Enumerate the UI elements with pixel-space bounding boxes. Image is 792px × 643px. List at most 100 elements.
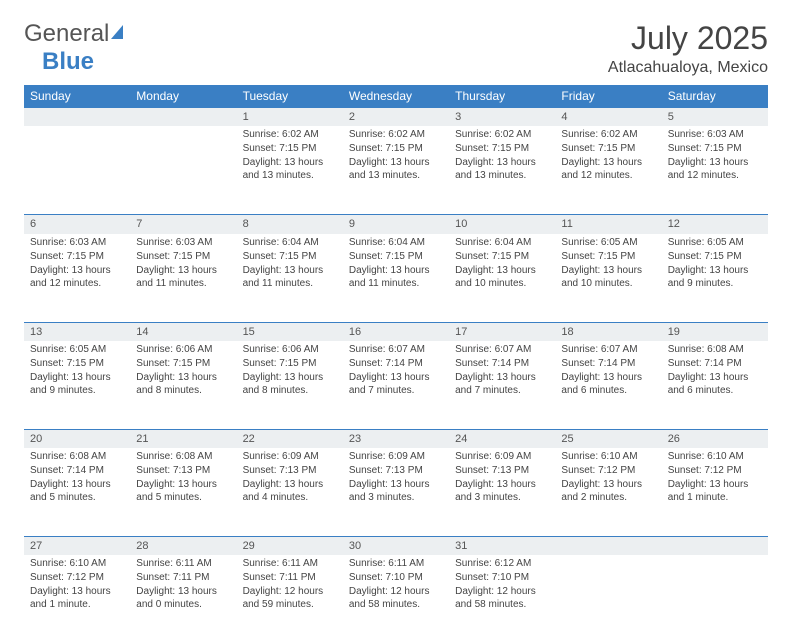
calendar-cell: Sunrise: 6:05 AMSunset: 7:15 PMDaylight:… — [555, 234, 661, 322]
calendar-cell: Sunrise: 6:11 AMSunset: 7:10 PMDaylight:… — [343, 555, 449, 643]
day-number: 11 — [555, 214, 661, 233]
sunrise-text: Sunrise: 6:04 AM — [243, 236, 337, 249]
sunset-text: Sunset: 7:10 PM — [349, 571, 443, 584]
day-details: Sunrise: 6:04 AMSunset: 7:15 PMDaylight:… — [449, 234, 555, 297]
day-details: Sunrise: 6:05 AMSunset: 7:15 PMDaylight:… — [662, 234, 768, 297]
day-details: Sunrise: 6:05 AMSunset: 7:15 PMDaylight:… — [24, 341, 130, 404]
daylight-text: Daylight: 13 hours and 12 minutes. — [561, 156, 655, 182]
logo-sail-icon — [109, 20, 129, 48]
weekday-header: Thursday — [449, 85, 555, 107]
calendar-cell: Sunrise: 6:05 AMSunset: 7:15 PMDaylight:… — [662, 234, 768, 322]
day-details: Sunrise: 6:03 AMSunset: 7:15 PMDaylight:… — [662, 126, 768, 189]
day-number: 28 — [130, 536, 236, 555]
calendar-daynum-row: 13141516171819 — [24, 322, 768, 341]
sunrise-text: Sunrise: 6:06 AM — [243, 343, 337, 356]
day-details: Sunrise: 6:10 AMSunset: 7:12 PMDaylight:… — [662, 448, 768, 511]
calendar-cell: Sunrise: 6:10 AMSunset: 7:12 PMDaylight:… — [662, 448, 768, 536]
calendar-cell — [130, 126, 236, 214]
sunset-text: Sunset: 7:15 PM — [243, 357, 337, 370]
calendar-cell: Sunrise: 6:07 AMSunset: 7:14 PMDaylight:… — [555, 341, 661, 429]
calendar-cell — [555, 555, 661, 643]
calendar-cell: Sunrise: 6:12 AMSunset: 7:10 PMDaylight:… — [449, 555, 555, 643]
sunrise-text: Sunrise: 6:03 AM — [30, 236, 124, 249]
day-details: Sunrise: 6:04 AMSunset: 7:15 PMDaylight:… — [343, 234, 449, 297]
sunset-text: Sunset: 7:15 PM — [30, 250, 124, 263]
sunset-text: Sunset: 7:15 PM — [30, 357, 124, 370]
sunrise-text: Sunrise: 6:07 AM — [455, 343, 549, 356]
daylight-text: Daylight: 13 hours and 12 minutes. — [30, 264, 124, 290]
sunset-text: Sunset: 7:15 PM — [561, 250, 655, 263]
sunset-text: Sunset: 7:10 PM — [455, 571, 549, 584]
daylight-text: Daylight: 13 hours and 5 minutes. — [30, 478, 124, 504]
daylight-text: Daylight: 13 hours and 8 minutes. — [136, 371, 230, 397]
sunrise-text: Sunrise: 6:06 AM — [136, 343, 230, 356]
sunset-text: Sunset: 7:13 PM — [243, 464, 337, 477]
calendar-cell: Sunrise: 6:09 AMSunset: 7:13 PMDaylight:… — [237, 448, 343, 536]
daylight-text: Daylight: 13 hours and 13 minutes. — [349, 156, 443, 182]
calendar-cell: Sunrise: 6:04 AMSunset: 7:15 PMDaylight:… — [237, 234, 343, 322]
sunset-text: Sunset: 7:14 PM — [455, 357, 549, 370]
day-details: Sunrise: 6:06 AMSunset: 7:15 PMDaylight:… — [237, 341, 343, 404]
sunset-text: Sunset: 7:15 PM — [668, 142, 762, 155]
day-details: Sunrise: 6:02 AMSunset: 7:15 PMDaylight:… — [343, 126, 449, 189]
calendar-daynum-row: 20212223242526 — [24, 429, 768, 448]
day-number: 29 — [237, 536, 343, 555]
calendar-cell: Sunrise: 6:02 AMSunset: 7:15 PMDaylight:… — [343, 126, 449, 214]
calendar-cell: Sunrise: 6:11 AMSunset: 7:11 PMDaylight:… — [237, 555, 343, 643]
sunset-text: Sunset: 7:13 PM — [349, 464, 443, 477]
calendar-cell: Sunrise: 6:03 AMSunset: 7:15 PMDaylight:… — [130, 234, 236, 322]
sunset-text: Sunset: 7:15 PM — [349, 250, 443, 263]
calendar-cell — [662, 555, 768, 643]
sunset-text: Sunset: 7:15 PM — [455, 250, 549, 263]
day-number: 31 — [449, 536, 555, 555]
day-number: 20 — [24, 429, 130, 448]
day-number: 15 — [237, 322, 343, 341]
day-number — [130, 107, 236, 126]
sunset-text: Sunset: 7:12 PM — [30, 571, 124, 584]
day-details: Sunrise: 6:02 AMSunset: 7:15 PMDaylight:… — [555, 126, 661, 189]
sunrise-text: Sunrise: 6:11 AM — [136, 557, 230, 570]
daylight-text: Daylight: 13 hours and 2 minutes. — [561, 478, 655, 504]
weekday-header-row: SundayMondayTuesdayWednesdayThursdayFrid… — [24, 85, 768, 107]
day-details: Sunrise: 6:03 AMSunset: 7:15 PMDaylight:… — [130, 234, 236, 297]
day-details: Sunrise: 6:11 AMSunset: 7:10 PMDaylight:… — [343, 555, 449, 618]
calendar-daynum-row: 12345 — [24, 107, 768, 126]
day-number: 22 — [237, 429, 343, 448]
day-number — [662, 536, 768, 555]
sunrise-text: Sunrise: 6:07 AM — [561, 343, 655, 356]
sunset-text: Sunset: 7:14 PM — [668, 357, 762, 370]
sunset-text: Sunset: 7:15 PM — [349, 142, 443, 155]
sunset-text: Sunset: 7:15 PM — [243, 142, 337, 155]
sunset-text: Sunset: 7:14 PM — [561, 357, 655, 370]
calendar-cell: Sunrise: 6:09 AMSunset: 7:13 PMDaylight:… — [343, 448, 449, 536]
sunset-text: Sunset: 7:15 PM — [136, 357, 230, 370]
sunrise-text: Sunrise: 6:03 AM — [136, 236, 230, 249]
location: Atlacahualoya, Mexico — [608, 59, 768, 77]
sunrise-text: Sunrise: 6:03 AM — [668, 128, 762, 141]
calendar-content-row: Sunrise: 6:02 AMSunset: 7:15 PMDaylight:… — [24, 126, 768, 214]
daylight-text: Daylight: 13 hours and 6 minutes. — [668, 371, 762, 397]
sunset-text: Sunset: 7:12 PM — [668, 464, 762, 477]
sunrise-text: Sunrise: 6:04 AM — [349, 236, 443, 249]
sunrise-text: Sunrise: 6:12 AM — [455, 557, 549, 570]
day-number: 25 — [555, 429, 661, 448]
logo-text-1: General — [24, 20, 109, 47]
sunset-text: Sunset: 7:14 PM — [30, 464, 124, 477]
sunset-text: Sunset: 7:11 PM — [136, 571, 230, 584]
weekday-header: Monday — [130, 85, 236, 107]
sunrise-text: Sunrise: 6:05 AM — [30, 343, 124, 356]
day-details: Sunrise: 6:05 AMSunset: 7:15 PMDaylight:… — [555, 234, 661, 297]
day-details: Sunrise: 6:09 AMSunset: 7:13 PMDaylight:… — [343, 448, 449, 511]
calendar-cell: Sunrise: 6:04 AMSunset: 7:15 PMDaylight:… — [449, 234, 555, 322]
calendar-cell: Sunrise: 6:02 AMSunset: 7:15 PMDaylight:… — [555, 126, 661, 214]
daylight-text: Daylight: 13 hours and 5 minutes. — [136, 478, 230, 504]
weekday-header: Tuesday — [237, 85, 343, 107]
calendar-cell: Sunrise: 6:06 AMSunset: 7:15 PMDaylight:… — [130, 341, 236, 429]
day-number: 6 — [24, 214, 130, 233]
calendar-daynum-row: 6789101112 — [24, 214, 768, 233]
daylight-text: Daylight: 12 hours and 59 minutes. — [243, 585, 337, 611]
daylight-text: Daylight: 13 hours and 12 minutes. — [668, 156, 762, 182]
calendar-content-row: Sunrise: 6:08 AMSunset: 7:14 PMDaylight:… — [24, 448, 768, 536]
calendar-cell: Sunrise: 6:11 AMSunset: 7:11 PMDaylight:… — [130, 555, 236, 643]
sunset-text: Sunset: 7:12 PM — [561, 464, 655, 477]
